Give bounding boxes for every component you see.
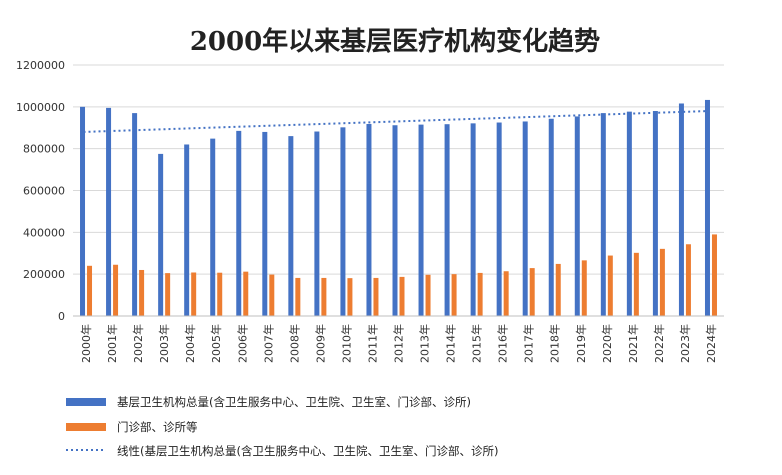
bar-clinics <box>113 264 119 316</box>
chart-title: 2000年以来基层医疗机构变化趋势 <box>190 26 600 57</box>
x-tick-label: 2023年 <box>678 324 692 363</box>
bar-clinics <box>295 277 301 316</box>
bar-total <box>444 124 450 316</box>
legend-label-clinics: 门诊部、诊所等 <box>117 420 198 434</box>
bar-total <box>288 136 294 316</box>
x-tick-label: 2010年 <box>339 324 353 363</box>
x-tick-label: 2009年 <box>313 324 327 363</box>
x-tick-label: 2017年 <box>522 324 536 363</box>
bar-total <box>548 118 554 317</box>
x-tick-label: 2024年 <box>704 324 718 363</box>
bar-clinics <box>555 263 561 316</box>
bar-total <box>236 130 242 316</box>
x-tick-label: 2014年 <box>444 324 458 363</box>
bar-total <box>392 125 398 317</box>
bar-total <box>184 144 190 316</box>
y-axis: 0 200000 400000 600000 800000 1000000 1200000 <box>16 59 65 323</box>
bar-clinics <box>477 272 483 316</box>
bar-clinics <box>685 244 691 316</box>
x-tick-label: 2012年 <box>392 324 406 363</box>
legend-label-total: 基层卫生机构总量(含卫生服务中心、卫生院、卫生室、门诊部、诊所) <box>117 395 471 409</box>
x-tick-label: 2021年 <box>626 324 640 363</box>
legend-swatch-total <box>66 398 106 406</box>
x-tick-label: 2004年 <box>183 324 197 363</box>
x-tick-label: 2000年 <box>79 324 93 363</box>
bar-clinics <box>399 276 405 316</box>
bar-total <box>80 106 86 316</box>
trendline-path <box>83 110 709 133</box>
x-tick-label: 2015年 <box>470 324 484 363</box>
trendline <box>83 110 709 133</box>
y-tick-label: 1000000 <box>16 101 65 114</box>
x-tick-label: 2018年 <box>548 324 562 363</box>
bar-clinics <box>87 265 93 316</box>
gridlines <box>73 64 724 317</box>
bar-clinics <box>633 252 639 316</box>
bars <box>80 99 717 317</box>
bar-clinics <box>451 274 457 316</box>
bar-clinics <box>711 234 717 316</box>
x-tick-label: 2006年 <box>235 324 249 363</box>
bar-total <box>522 121 528 316</box>
x-tick-label: 2001年 <box>105 324 119 363</box>
x-tick-label: 2020年 <box>600 324 614 363</box>
bar-clinics <box>581 260 587 316</box>
bar-total <box>340 127 346 316</box>
x-tick-label: 2022年 <box>652 324 666 363</box>
bar-clinics <box>607 255 613 316</box>
x-tick-label: 2013年 <box>418 324 432 363</box>
bar-total <box>574 116 580 316</box>
y-tick-label: 0 <box>58 310 65 323</box>
bar-clinics <box>347 278 353 316</box>
x-tick-label: 2016年 <box>496 324 510 363</box>
bar-clinics <box>269 274 275 316</box>
bar-total <box>496 122 502 316</box>
bar-total <box>366 123 372 316</box>
bar-clinics <box>503 271 509 316</box>
bar-clinics <box>425 274 431 316</box>
bar-clinics <box>191 272 197 316</box>
x-tick-label: 2007年 <box>261 324 275 363</box>
x-tick-label: 2005年 <box>209 324 223 363</box>
bar-total <box>418 124 424 316</box>
y-tick-label: 800000 <box>23 143 65 156</box>
y-tick-label: 1200000 <box>16 59 65 72</box>
legend-swatch-clinics <box>66 423 106 431</box>
bar-total <box>106 107 112 316</box>
x-tick-label: 2002年 <box>131 324 145 363</box>
bar-total <box>678 103 684 316</box>
x-tick-label: 2008年 <box>287 324 301 363</box>
bar-total <box>132 113 138 316</box>
bar-total <box>158 153 164 316</box>
bar-total <box>626 111 632 316</box>
x-axis: 2000年 2001年 2002年 2003年 2004年 2005年 2006年 2007年… <box>73 315 724 363</box>
bar-clinics <box>139 269 145 316</box>
y-tick-label: 400000 <box>23 226 65 239</box>
bar-total <box>210 138 216 316</box>
bar-clinics <box>321 277 327 316</box>
bar-total <box>600 113 606 316</box>
bar-total <box>314 131 320 316</box>
bar-clinics <box>243 271 249 316</box>
x-tick-label: 2019年 <box>574 324 588 363</box>
x-tick-label: 2011年 <box>365 324 379 363</box>
bar-total <box>704 99 710 316</box>
bar-clinics <box>373 277 379 316</box>
bar-clinics <box>165 273 171 316</box>
bar-clinics <box>217 272 223 316</box>
bar-clinics <box>659 248 665 316</box>
y-tick-label: 200000 <box>23 268 65 281</box>
bar-total <box>470 123 476 316</box>
bar-clinics <box>529 268 535 316</box>
bar-total <box>262 131 268 316</box>
legend-label-trendline: 线性(基层卫生机构总量(含卫生服务中心、卫生院、卫生室、门诊部、诊所) <box>117 444 498 458</box>
x-tick-label: 2003年 <box>157 324 171 363</box>
bar-total <box>652 111 658 317</box>
legend: 基层卫生机构总量(含卫生服务中心、卫生院、卫生室、门诊部、诊所) 门诊部、诊所等… <box>66 395 498 458</box>
y-tick-label: 600000 <box>23 185 65 198</box>
